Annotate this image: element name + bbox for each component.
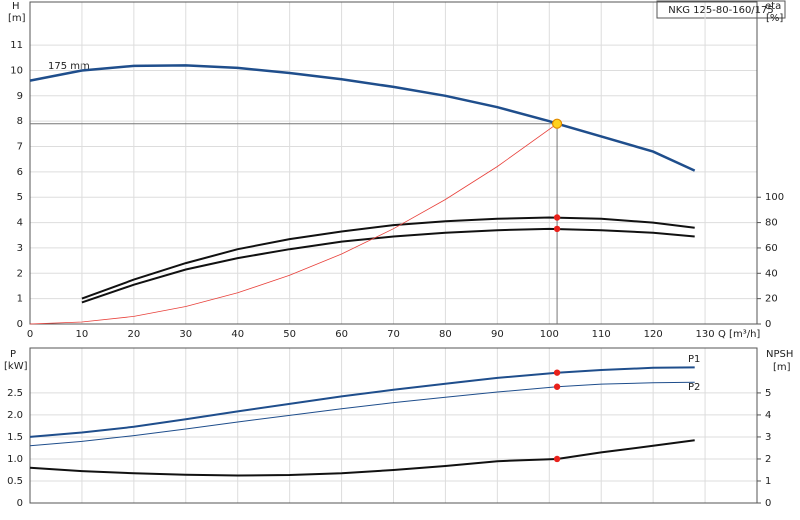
y-tick-label: 1.5 xyxy=(7,432,23,443)
y2-tick-label: 4 xyxy=(765,410,771,421)
x-tick-label: 110 xyxy=(592,329,611,340)
point xyxy=(553,369,561,376)
x-tick-label: 120 xyxy=(644,329,663,340)
curve xyxy=(29,439,695,477)
y-tick-label: 4 xyxy=(17,218,23,229)
y-tick-label: 8 xyxy=(17,116,23,127)
y-label: P xyxy=(10,349,16,360)
y-tick-label: 7 xyxy=(17,142,23,153)
y-tick-label: 0.5 xyxy=(7,476,23,487)
title-box xyxy=(656,0,786,19)
x-tick-label: 30 xyxy=(179,329,192,340)
y2-tick-label: 40 xyxy=(765,268,778,279)
curve xyxy=(29,123,558,325)
y-tick-label: 2 xyxy=(17,268,23,279)
y2-tick-label: 3 xyxy=(765,432,771,443)
y-tick-label: 6 xyxy=(17,167,23,178)
y2-tick-label: 5 xyxy=(765,388,771,399)
y-unit: [m] xyxy=(8,13,26,24)
x-tick-label: 60 xyxy=(335,329,348,340)
x-tick-label: 100 xyxy=(540,329,559,340)
x-tick-label: 80 xyxy=(439,329,452,340)
y2-tick-label: 80 xyxy=(765,218,778,229)
y-tick-label: 3 xyxy=(17,243,23,254)
series-label: P2 xyxy=(688,382,700,393)
x-tick-label: 10 xyxy=(76,329,89,340)
curve xyxy=(29,366,695,438)
y2-unit: [m] xyxy=(773,362,791,373)
y-unit: [kW] xyxy=(4,361,28,372)
operating-point xyxy=(551,118,563,129)
y-tick-label: 11 xyxy=(10,40,23,51)
y-tick-label: 1.0 xyxy=(7,454,23,465)
y2-unit: [%] xyxy=(766,13,783,24)
y2-tick-label: 2 xyxy=(765,454,771,465)
x-tick-label: 130 xyxy=(696,329,715,340)
y2-tick-label: 20 xyxy=(765,294,778,305)
curve xyxy=(81,227,695,304)
y-tick-label: 9 xyxy=(17,91,23,102)
y-tick-label: 0 xyxy=(17,319,23,330)
x-tick-label: 90 xyxy=(491,329,504,340)
point xyxy=(553,383,561,390)
y2-tick-label: 0 xyxy=(765,498,771,509)
x-tick-label: 40 xyxy=(231,329,244,340)
point xyxy=(553,225,561,233)
x-tick-label: 50 xyxy=(283,329,296,340)
y2-tick-label: 60 xyxy=(765,243,778,254)
x-label: Q [m³/h] xyxy=(718,329,760,340)
series-label: 175 mm xyxy=(48,61,90,72)
chart-title: NKG 125-80-160/175 xyxy=(668,5,774,16)
y2-tick-label: 100 xyxy=(765,192,784,203)
x-tick-label: 70 xyxy=(387,329,400,340)
y2-tick-label: 0 xyxy=(765,319,771,330)
x-tick-label: 20 xyxy=(127,329,140,340)
y-tick-label: 10 xyxy=(10,65,23,76)
plot-frame xyxy=(29,347,758,504)
y-tick-label: 5 xyxy=(17,192,23,203)
x-tick-label: 0 xyxy=(27,329,33,340)
y-tick-label: 2.0 xyxy=(7,410,23,421)
curve xyxy=(29,381,695,447)
curve xyxy=(29,64,696,172)
point xyxy=(553,455,561,463)
y2-label: NPSH xyxy=(766,349,793,360)
plot-frame xyxy=(29,1,758,325)
point xyxy=(553,214,561,221)
curve xyxy=(81,216,695,300)
y-tick-label: 1 xyxy=(17,294,23,305)
y-label: H xyxy=(12,1,20,12)
series-label: P1 xyxy=(688,354,700,365)
y-tick-label: 2.5 xyxy=(7,388,23,399)
y2-label: eta xyxy=(765,1,781,12)
y-tick-label: 0 xyxy=(17,498,23,509)
y2-tick-label: 1 xyxy=(765,476,771,487)
